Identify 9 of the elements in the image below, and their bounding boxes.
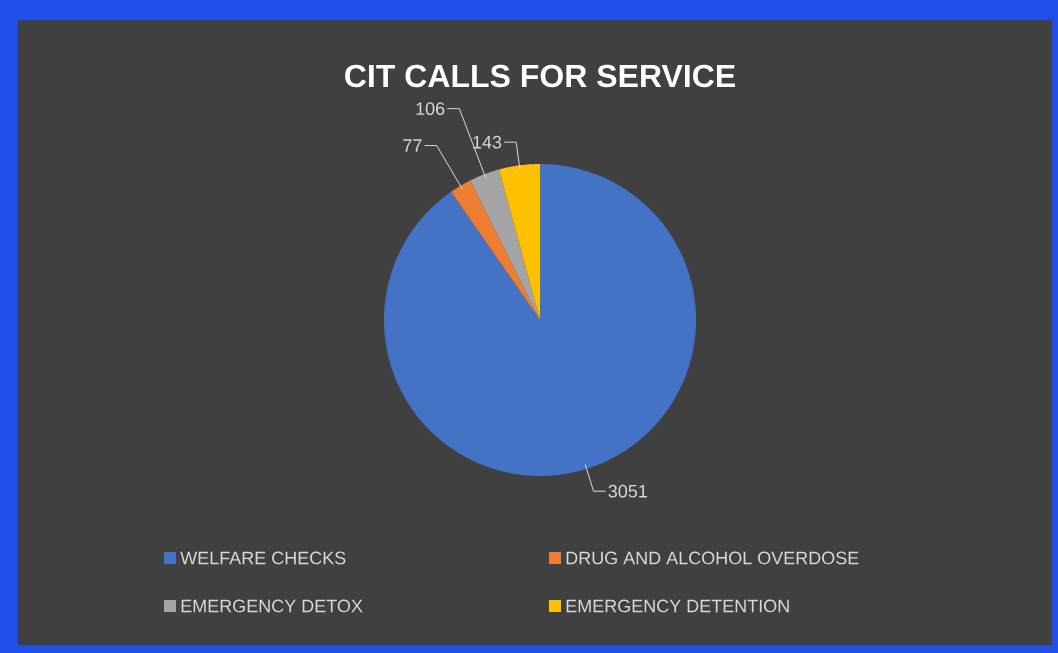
data-label: 3051 — [608, 484, 647, 498]
data-label: 77 — [403, 139, 422, 152]
legend-label: DRUG AND ALCOHOL OVERDOSE — [566, 551, 859, 565]
data-label: 143 — [473, 135, 502, 149]
legend-label: EMERGENCY DETENTION — [566, 599, 789, 613]
data-label: 106 — [416, 102, 445, 116]
legend-label: WELFARE CHECKS — [180, 551, 346, 565]
legend-label: EMERGENCY DETOX — [181, 599, 363, 613]
chart-title: CIT CALLS FOR SERVICE — [345, 64, 735, 88]
